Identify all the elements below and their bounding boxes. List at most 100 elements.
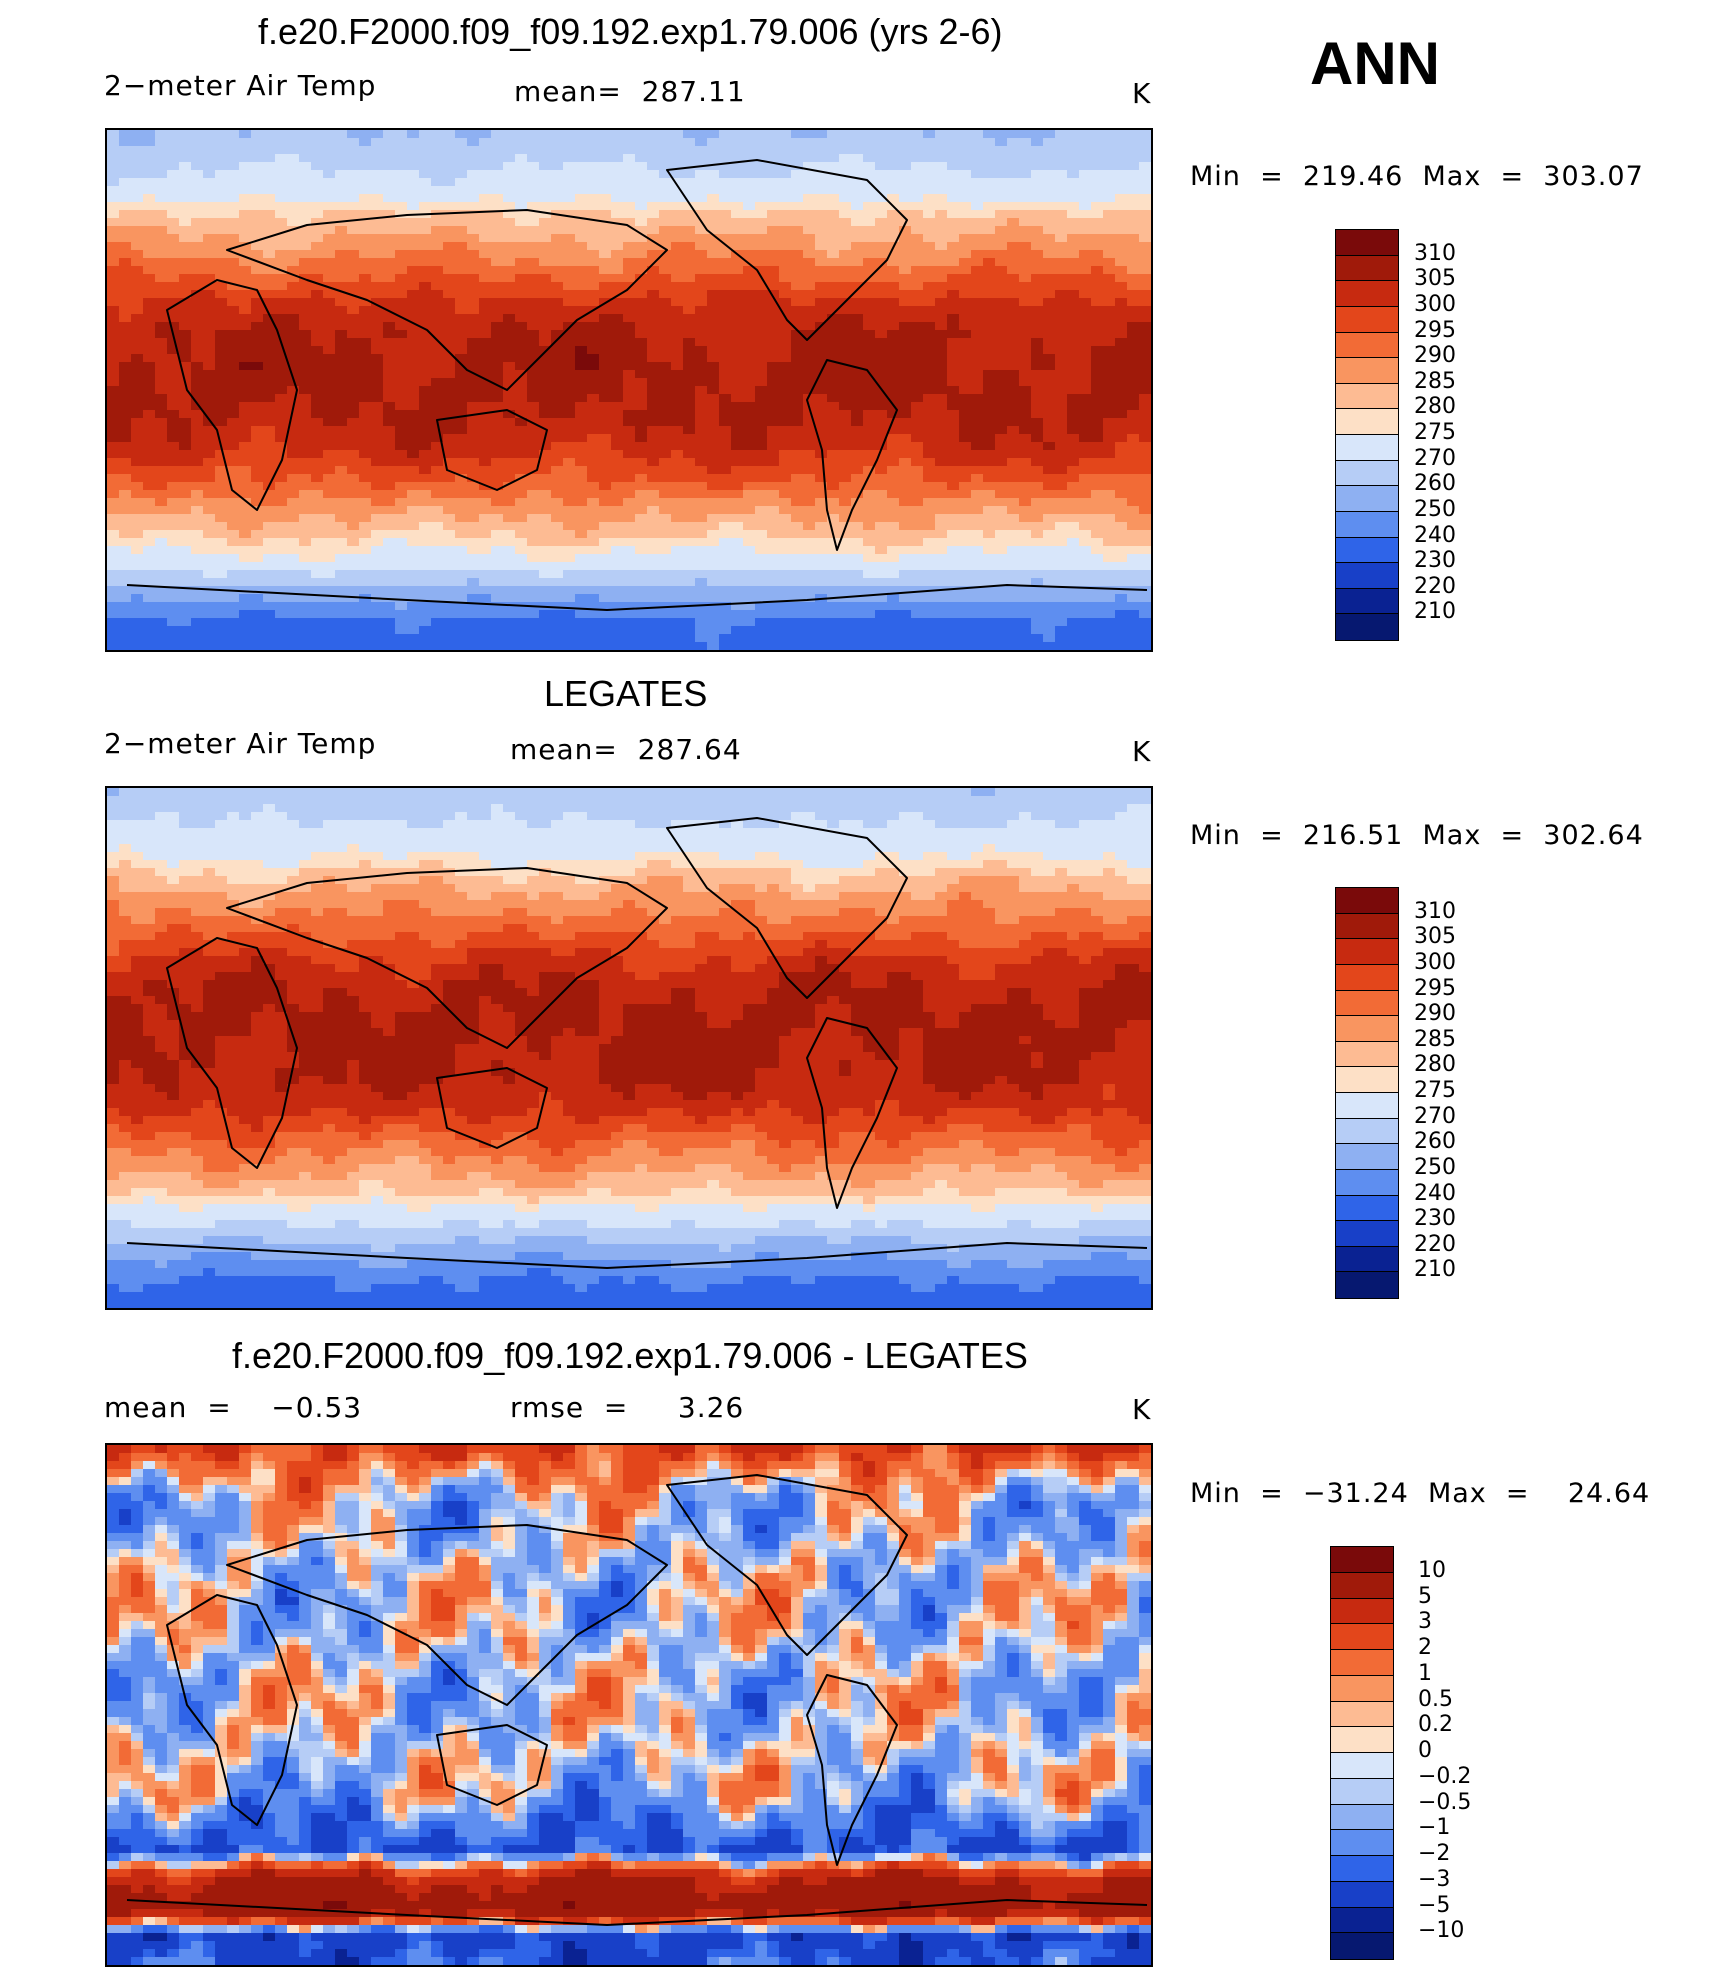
- heatmap-cell: [179, 458, 192, 467]
- heatmap-cell: [227, 578, 240, 587]
- heatmap-cell: [239, 362, 252, 371]
- heatmap-cell: [611, 282, 624, 291]
- heatmap-cell: [1115, 154, 1128, 163]
- heatmap-cell: [119, 226, 132, 235]
- heatmap-cell: [599, 322, 612, 331]
- heatmap-cell: [215, 202, 228, 211]
- heatmap-cell: [983, 298, 996, 307]
- heatmap-cell: [119, 506, 132, 515]
- heatmap-cell: [131, 170, 144, 179]
- heatmap-cell: [479, 242, 492, 251]
- heatmap-cell: [815, 290, 828, 299]
- heatmap-cell: [191, 506, 204, 515]
- heatmap-cell: [275, 210, 288, 219]
- heatmap-cell: [995, 162, 1008, 171]
- heatmap-cell: [791, 282, 804, 291]
- heatmap-cell: [479, 554, 492, 563]
- heatmap-cell: [671, 218, 684, 227]
- heatmap-cell: [659, 314, 672, 323]
- heatmap-cell: [143, 170, 156, 179]
- heatmap-cell: [623, 162, 636, 171]
- heatmap-cell: [887, 130, 900, 139]
- heatmap-cell: [935, 346, 948, 355]
- heatmap-cell: [239, 426, 252, 435]
- heatmap-cell: [467, 226, 480, 235]
- heatmap-cell: [311, 402, 324, 411]
- heatmap-cell: [1103, 186, 1116, 195]
- heatmap-cell: [587, 570, 600, 579]
- heatmap-cell: [983, 570, 996, 579]
- heatmap-cell: [743, 426, 756, 435]
- heatmap-cell: [455, 578, 468, 587]
- heatmap-cell: [239, 218, 252, 227]
- heatmap-cell: [107, 226, 120, 235]
- heatmap-cell: [1103, 242, 1116, 251]
- heatmap-cell: [683, 226, 696, 235]
- heatmap-cell: [899, 578, 912, 587]
- heatmap-cell: [899, 322, 912, 331]
- heatmap-cell: [143, 306, 156, 315]
- heatmap-cell: [683, 130, 696, 139]
- heatmap-cell: [1127, 178, 1140, 187]
- heatmap-cell: [299, 258, 312, 267]
- heatmap-cell: [959, 546, 972, 555]
- heatmap-cell: [455, 354, 468, 363]
- heatmap-cell: [587, 218, 600, 227]
- heatmap-cell: [743, 314, 756, 323]
- heatmap-cell: [167, 194, 180, 203]
- heatmap-cell: [683, 178, 696, 187]
- heatmap-cell: [635, 346, 648, 355]
- heatmap-cell: [923, 426, 936, 435]
- heatmap-cell: [551, 146, 564, 155]
- heatmap-cell: [923, 506, 936, 515]
- heatmap-cell: [227, 146, 240, 155]
- heatmap-cell: [815, 394, 828, 403]
- heatmap-cell: [503, 514, 516, 523]
- heatmap-cell: [1127, 130, 1140, 139]
- heatmap-cell: [875, 506, 888, 515]
- heatmap-cell: [971, 578, 984, 587]
- heatmap-cell: [863, 538, 876, 547]
- heatmap-cell: [1115, 434, 1128, 443]
- heatmap-cell: [743, 402, 756, 411]
- heatmap-cell: [239, 562, 252, 571]
- heatmap-cell: [1127, 314, 1140, 323]
- heatmap-cell: [863, 442, 876, 451]
- heatmap-cell: [1019, 370, 1032, 379]
- heatmap-cell: [1103, 450, 1116, 459]
- heatmap-cell: [1067, 242, 1080, 251]
- heatmap-cell: [143, 218, 156, 227]
- heatmap-cell: [899, 162, 912, 171]
- heatmap-cell: [119, 434, 132, 443]
- heatmap-cell: [995, 298, 1008, 307]
- heatmap-cell: [719, 242, 732, 251]
- heatmap-cell: [1043, 178, 1056, 187]
- heatmap-cell: [707, 202, 720, 211]
- heatmap-cell: [503, 370, 516, 379]
- heatmap-cell: [407, 250, 420, 259]
- heatmap-cell: [263, 338, 276, 347]
- heatmap-cell: [743, 306, 756, 315]
- heatmap-cell: [863, 466, 876, 475]
- heatmap-cell: [971, 282, 984, 291]
- heatmap-cell: [683, 354, 696, 363]
- heatmap-cell: [335, 570, 348, 579]
- heatmap-cell: [1019, 170, 1032, 179]
- heatmap-cell: [191, 194, 204, 203]
- heatmap-cell: [515, 434, 528, 443]
- heatmap-cell: [695, 522, 708, 531]
- heatmap-cell: [695, 378, 708, 387]
- heatmap-cell: [935, 522, 948, 531]
- heatmap-cell: [263, 458, 276, 467]
- heatmap-cell: [887, 282, 900, 291]
- heatmap-cell: [599, 386, 612, 395]
- season-label: ANN: [1310, 30, 1440, 97]
- heatmap-cell: [287, 562, 300, 571]
- heatmap-cell: [143, 546, 156, 555]
- heatmap-cell: [707, 314, 720, 323]
- heatmap-cell: [983, 338, 996, 347]
- heatmap-cell: [755, 194, 768, 203]
- heatmap-cell: [479, 346, 492, 355]
- heatmap-cell: [947, 434, 960, 443]
- heatmap-cell: [1139, 306, 1151, 315]
